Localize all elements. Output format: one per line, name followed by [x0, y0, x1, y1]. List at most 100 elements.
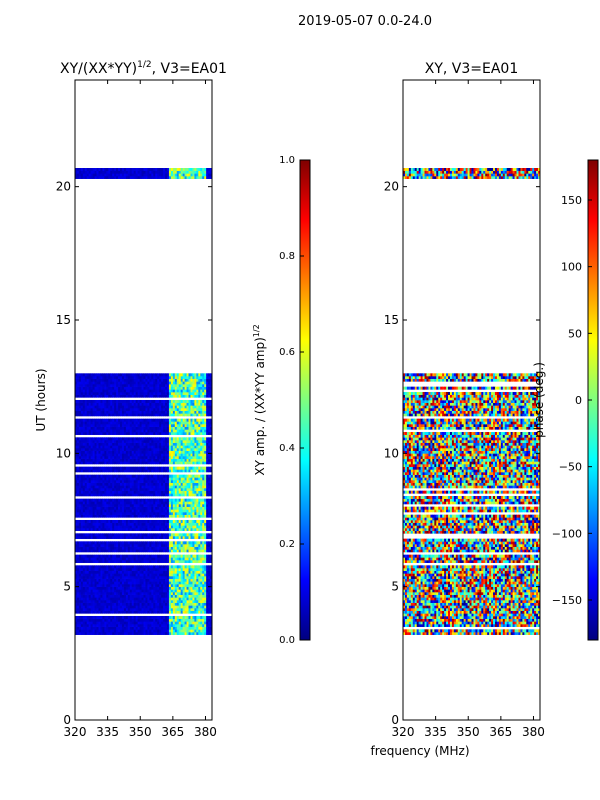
heatmap-cell [208, 509, 211, 513]
heatmap-cell [194, 533, 197, 537]
heatmap-cell [84, 514, 88, 518]
heatmap-cell [194, 570, 197, 574]
heatmap-cell [192, 520, 195, 523]
heatmap-cell [139, 432, 142, 435]
heatmap-cell [166, 424, 170, 427]
heatmap-cell [141, 501, 144, 505]
heatmap-cell [120, 589, 123, 593]
heatmap-cell [186, 578, 189, 582]
heatmap-cell [196, 554, 199, 558]
heatmap-cell [145, 512, 148, 515]
heatmap-cell [108, 522, 111, 526]
heatmap-cell [157, 453, 160, 457]
heatmap-cell [210, 549, 212, 553]
heatmap-cell [127, 520, 131, 523]
heatmap-cell [75, 461, 78, 465]
heatmap-cell [139, 541, 142, 545]
heatmap-cell [76, 469, 80, 473]
heatmap-cell [200, 605, 203, 609]
heatmap-cell [159, 466, 162, 470]
heatmap-cell [184, 488, 187, 491]
heatmap-cell [82, 546, 86, 550]
heatmap-cell [137, 421, 140, 425]
heatmap-cell [123, 522, 127, 526]
heatmap-cell [125, 456, 129, 459]
heatmap-cell [192, 586, 195, 590]
heatmap-cell [76, 456, 80, 459]
heatmap-cell [137, 570, 140, 574]
heatmap-cell [127, 602, 131, 606]
heatmap-cell [200, 474, 203, 478]
heatmap-cell [112, 448, 115, 451]
heatmap-cell [174, 520, 178, 523]
heatmap-cell [182, 504, 185, 507]
heatmap-cell [90, 618, 94, 622]
heatmap-cell [178, 549, 182, 553]
heatmap-cell [210, 597, 212, 601]
heatmap-cell [108, 520, 111, 523]
heatmap-cell [78, 442, 82, 446]
heatmap-cell [118, 461, 121, 465]
heatmap-cell [192, 480, 195, 483]
heatmap-cell [178, 498, 182, 502]
heatmap-cell [123, 448, 127, 451]
heatmap-cell [104, 621, 107, 625]
heatmap-cell [121, 565, 125, 569]
heatmap-cell [170, 594, 174, 598]
heatmap-cell [186, 440, 189, 443]
heatmap-cell [129, 482, 133, 486]
heatmap-cell [78, 514, 82, 518]
heatmap-cell [116, 525, 119, 529]
heatmap-cell [80, 525, 84, 529]
heatmap-cell [133, 618, 137, 622]
heatmap-cell [104, 448, 107, 451]
heatmap-cell [166, 445, 170, 449]
heatmap-cell [159, 610, 162, 614]
heatmap-cell [94, 432, 97, 435]
heatmap-cell [133, 469, 137, 473]
heatmap-cell [168, 546, 172, 550]
heatmap-cell [190, 421, 193, 425]
heatmap-cell [125, 576, 129, 579]
heatmap-cell [208, 485, 211, 489]
heatmap-cell [96, 586, 99, 590]
heatmap-cell [174, 504, 178, 507]
heatmap-cell [129, 573, 133, 577]
heatmap-cell [75, 570, 78, 574]
heatmap-cell [133, 437, 137, 441]
heatmap-cell [180, 504, 184, 507]
heatmap-cell [174, 466, 178, 470]
heatmap-cell [118, 554, 121, 558]
heatmap-cell [159, 533, 162, 537]
heatmap-cell [184, 432, 187, 435]
heatmap-cell [184, 560, 187, 563]
heatmap-cell [200, 477, 203, 481]
heatmap-cell [123, 440, 127, 443]
heatmap-cell [100, 432, 103, 435]
heatmap-cell [168, 544, 172, 547]
heatmap-cell [188, 541, 191, 545]
heatmap-cell [116, 429, 119, 433]
heatmap-cell [149, 488, 152, 491]
heatmap-cell [153, 581, 156, 585]
heatmap-cell [121, 493, 125, 497]
heatmap-cell [149, 485, 152, 489]
heatmap-cell [180, 594, 184, 598]
heatmap-cell [166, 584, 170, 587]
heatmap-cell [159, 514, 162, 518]
heatmap-cell [182, 584, 185, 587]
heatmap-cell [190, 525, 193, 529]
heatmap-cell [159, 632, 162, 635]
heatmap-cell [198, 504, 201, 507]
heatmap-cell [145, 437, 148, 441]
heatmap-cell [94, 448, 97, 451]
heatmap-cell [163, 493, 166, 497]
heatmap-cell [194, 624, 197, 627]
heatmap-cell [98, 578, 101, 582]
heatmap-cell [149, 498, 152, 502]
heatmap-cell [186, 528, 189, 531]
heatmap-cell [166, 501, 170, 505]
heatmap-cell [104, 594, 107, 598]
heatmap-cell [168, 594, 172, 598]
heatmap-cell [145, 549, 148, 553]
